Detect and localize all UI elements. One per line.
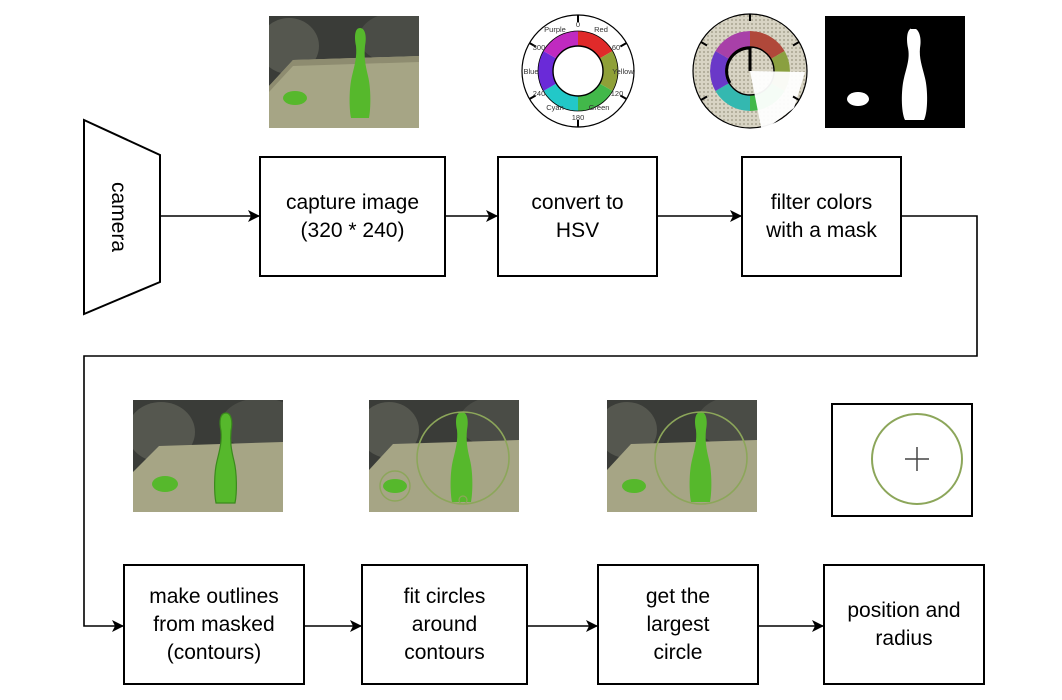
thumbnail-largest-circle bbox=[607, 400, 757, 512]
thumbnail-binary-mask bbox=[825, 16, 965, 128]
hue-label-cyan: Cyan bbox=[546, 103, 564, 112]
thumbnail-captured-image bbox=[269, 16, 419, 128]
hue-label-blue: Blue bbox=[523, 67, 538, 76]
step-position-radius: position and radius bbox=[823, 564, 985, 685]
step-capture-label: capture image (320 * 240) bbox=[285, 190, 420, 242]
camera-label: camera bbox=[94, 182, 142, 252]
step-hsv-label: convert to HSV bbox=[531, 190, 624, 242]
step-capture-image: capture image (320 * 240) bbox=[259, 156, 446, 277]
hue-label-120: 120 bbox=[611, 89, 624, 98]
step-fit-circles: fit circles around contours bbox=[361, 564, 528, 685]
hue-label-300: 300 bbox=[533, 43, 546, 52]
thumbnail-position-radius bbox=[831, 403, 973, 517]
step-output-label: position and radius bbox=[847, 598, 961, 650]
step-convert-hsv: convert to HSV bbox=[497, 156, 658, 277]
hue-label-purple: Purple bbox=[544, 25, 566, 34]
hue-label-60: 60 bbox=[612, 43, 620, 52]
thumbnail-fit-circles bbox=[369, 400, 519, 512]
camera-shape bbox=[83, 118, 161, 316]
hue-label-180: 180 bbox=[572, 113, 585, 122]
hue-label-red: Red bbox=[594, 25, 608, 34]
hue-wheel-mask-range bbox=[686, 10, 814, 132]
hue-label-0: 0 bbox=[576, 20, 580, 29]
camera-text: camera bbox=[107, 181, 130, 253]
thumbnail-contours bbox=[133, 400, 283, 512]
hue-wheel-diagram: 0 Red 60 Yellow 120 Green 180 Cyan 240 B… bbox=[513, 12, 643, 130]
step-contours-label: make outlines from masked (contours) bbox=[149, 584, 279, 664]
arrow-filter-to-contours bbox=[83, 215, 978, 632]
step-make-contours: make outlines from masked (contours) bbox=[123, 564, 305, 685]
hue-label-240: 240 bbox=[533, 89, 546, 98]
step-filter-label: filter colors with a mask bbox=[766, 190, 877, 242]
step-filter-colors: filter colors with a mask bbox=[741, 156, 902, 277]
hue-label-green: Green bbox=[589, 103, 610, 112]
step-largest-circle: get the largest circle bbox=[597, 564, 759, 685]
step-largest-label: get the largest circle bbox=[645, 584, 711, 664]
hue-label-yellow: Yellow bbox=[612, 67, 634, 76]
step-fit-label: fit circles around contours bbox=[403, 584, 486, 664]
